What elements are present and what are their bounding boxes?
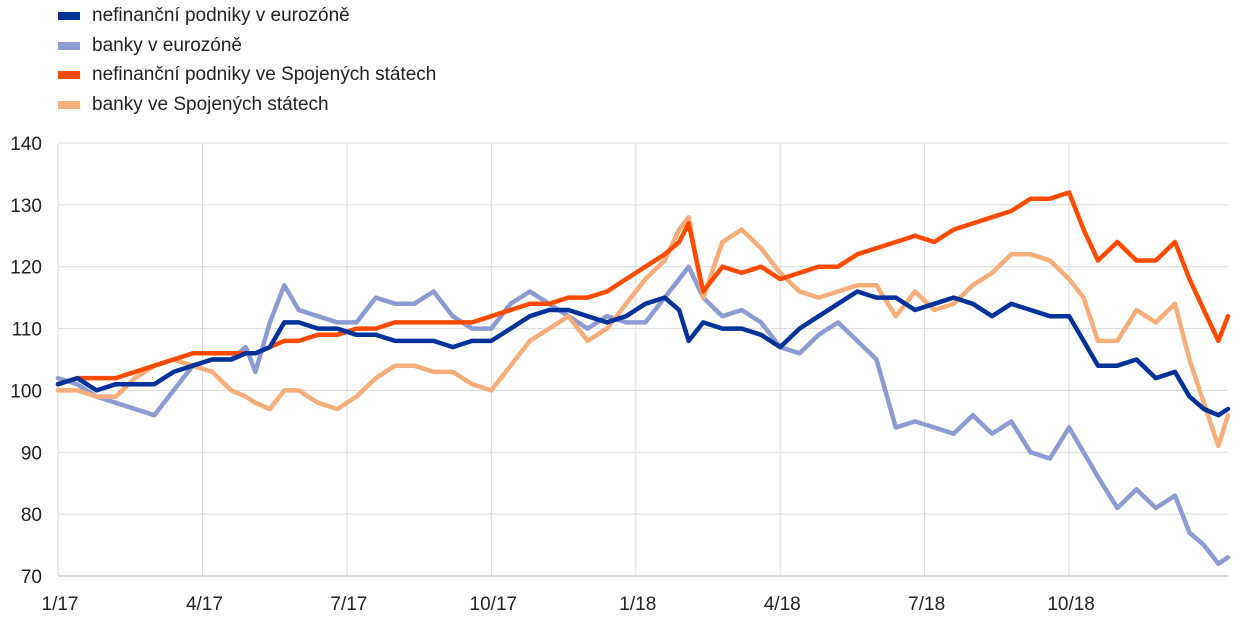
x-tick-label: 1/17 — [42, 594, 79, 615]
y-tick-label: 130 — [10, 196, 42, 217]
y-tick-label: 100 — [10, 381, 42, 402]
x-tick-label: 4/18 — [764, 594, 801, 615]
x-tick-label: 10/18 — [1047, 594, 1095, 615]
y-tick-label: 70 — [21, 567, 42, 588]
series-line-2 — [55, 190, 1231, 387]
series-lines — [55, 190, 1231, 566]
x-tick-label: 4/17 — [186, 594, 223, 615]
legend-label: banky v eurozóně — [92, 34, 242, 56]
x-tick-label: 7/17 — [330, 594, 367, 615]
legend-label: nefinanční podniky v eurozóně — [92, 5, 350, 26]
x-tick-label: 7/18 — [908, 594, 945, 615]
y-tick-label: 110 — [12, 320, 42, 341]
series-line-3 — [55, 214, 1231, 449]
legend-label: nefinanční podniky ve Spojených státech — [92, 64, 437, 85]
y-tick-label: 120 — [10, 258, 42, 279]
y-axis: 70 80 90 100 110 120 130 140 — [10, 134, 42, 588]
y-tick-label: 140 — [10, 134, 42, 155]
series-line-1 — [55, 264, 1231, 566]
legend-swatch — [58, 71, 80, 79]
legend-swatch — [58, 41, 80, 50]
x-tick-label: 1/18 — [619, 594, 656, 615]
legend-swatch — [58, 100, 80, 109]
y-tick-label: 90 — [21, 443, 42, 464]
legend-swatch — [58, 12, 80, 20]
x-axis: 1/17 4/17 7/17 10/17 1/18 4/18 7/18 10/18 — [42, 575, 1228, 615]
legend-label: banky ve Spojených státech — [92, 93, 329, 115]
series-line-0 — [55, 289, 1231, 418]
y-tick-label: 80 — [21, 505, 42, 526]
x-tick-label: 10/17 — [470, 594, 518, 615]
